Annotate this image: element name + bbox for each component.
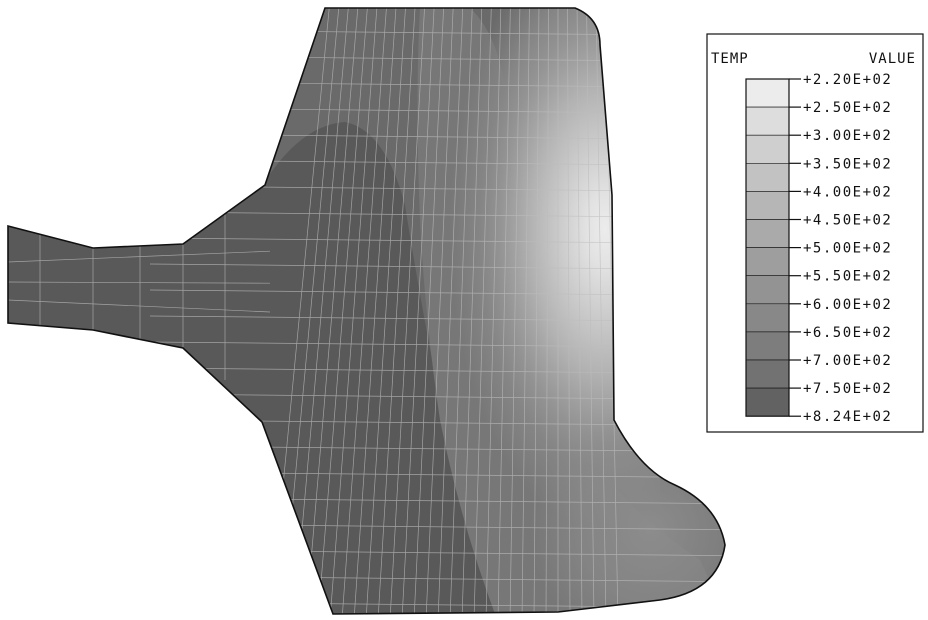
legend-value-label: +4.00E+02 (803, 184, 892, 200)
component-outline (7, 7, 726, 615)
legend-header-temp: TEMP (711, 51, 749, 67)
legend-value-label: +5.50E+02 (803, 269, 892, 285)
legend-value-label: +3.50E+02 (803, 156, 892, 172)
legend-frame (706, 33, 924, 433)
legend-value-label: +8.24E+02 (803, 409, 892, 425)
legend-value-label: +4.50E+02 (803, 213, 892, 229)
legend-band-6 (745, 219, 790, 248)
legend-band-7 (745, 247, 790, 277)
legend-band-9 (745, 303, 790, 333)
legend-color-bands (745, 78, 790, 417)
legend-band-1 (745, 78, 790, 108)
legend-value-label: +7.50E+02 (803, 381, 892, 397)
legend-band-11 (745, 359, 790, 389)
legend-band-3 (745, 134, 790, 164)
legend-band-8 (745, 275, 790, 305)
legend-value-label: +2.50E+02 (803, 100, 892, 116)
legend-band-2 (745, 106, 790, 136)
legend-band-4 (745, 163, 790, 192)
temperature-legend: TEMP VALUE +2.20E+02 +2.50E+02 +3.00E+02 +3… (706, 33, 924, 433)
legend-value-labels: +2.20E+02 +2.50E+02 +3.00E+02 +3.50E+02 +4.0… (789, 72, 892, 425)
legend-band-10 (745, 331, 790, 361)
legend-band-12 (745, 387, 790, 417)
legend-value-label: +5.00E+02 (803, 241, 892, 257)
legend-band-5 (745, 191, 790, 220)
legend-value-label: +3.00E+02 (803, 128, 892, 144)
legend-value-label: +7.00E+02 (803, 353, 892, 369)
legend-header-value: VALUE (869, 51, 916, 67)
legend-value-label: +6.50E+02 (803, 325, 892, 341)
legend-value-label: +6.00E+02 (803, 297, 892, 313)
component-body (7, 7, 726, 615)
legend-value-label: +2.20E+02 (803, 72, 892, 88)
